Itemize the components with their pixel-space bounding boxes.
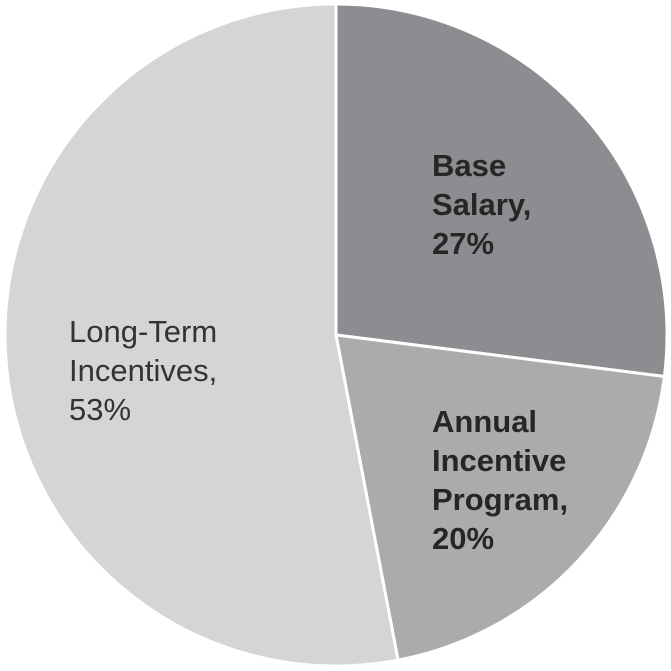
slice-label-value: 53% [69,392,132,427]
slice-label-long-term-incentives: Long-Term Incentives, 53% [69,312,217,429]
slice-label-line: Annual [432,404,538,439]
slice-label-line: Incentive [432,443,567,478]
slice-label-line: Long-Term [69,314,218,349]
slice-label-line: Incentives, [69,353,218,388]
pie-slice-long-term-incentives [3,2,400,668]
pie-slice-base-salary [334,2,669,378]
slice-label-line: Base [432,148,507,183]
slice-label-value: 27% [432,226,495,261]
slice-label-annual-incentive: Annual Incentive Program, 20% [432,402,568,558]
slice-label-base-salary: Base Salary, 27% [432,146,531,263]
slice-label-line: Program, [432,482,569,517]
pie-slice-annual-incentive-program [334,333,666,662]
slice-label-line: Salary, [432,187,532,222]
slice-label-value: 20% [432,521,495,556]
